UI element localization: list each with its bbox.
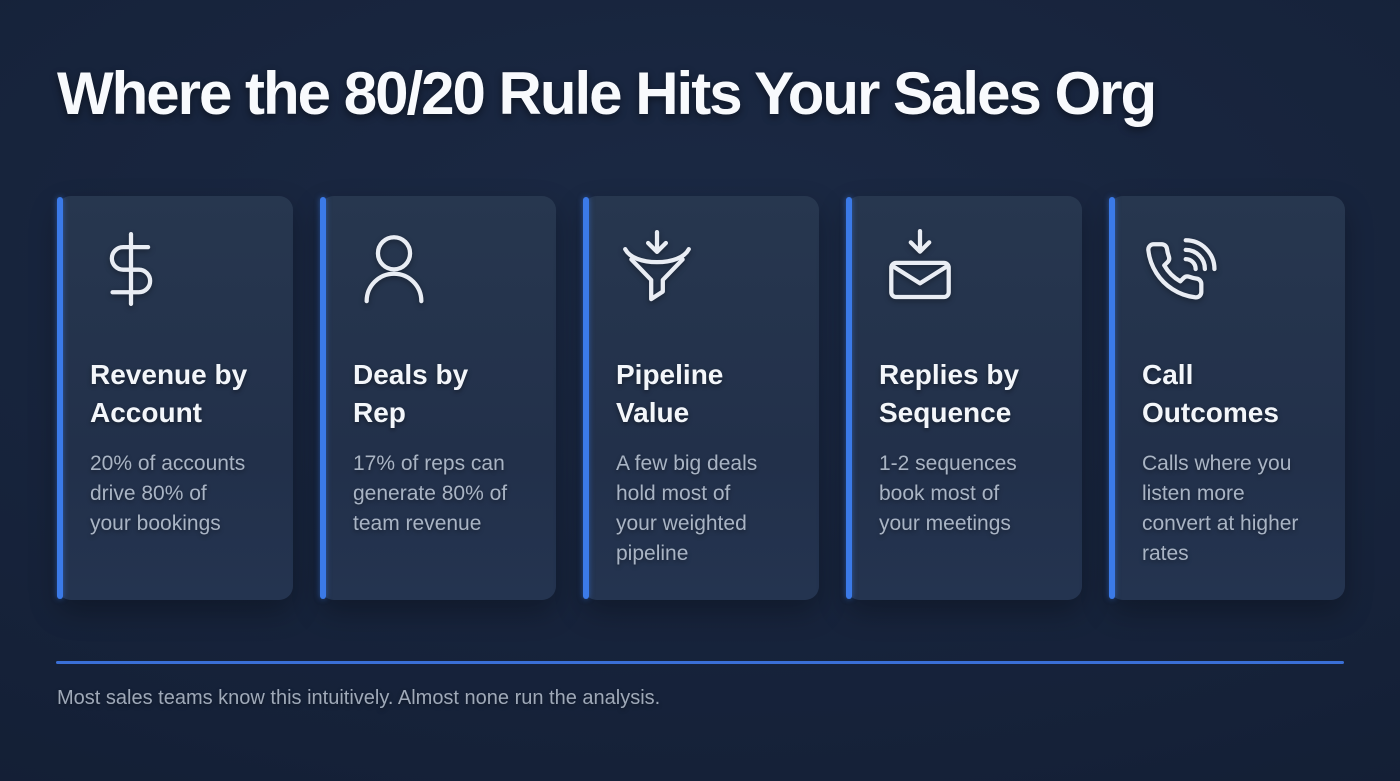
cards-row: Revenue by Account 20% of accounts drive… bbox=[57, 196, 1345, 600]
mail-arrow-icon bbox=[879, 228, 1064, 324]
card-call-outcomes: Call Outcomes Calls where you listen mor… bbox=[1109, 196, 1345, 600]
card-revenue-by-account: Revenue by Account 20% of accounts drive… bbox=[57, 196, 293, 600]
funnel-arrow-icon bbox=[616, 228, 801, 324]
card-description: 20% of accounts drive 80% of your bookin… bbox=[90, 452, 246, 536]
card-title: Pipeline Value bbox=[616, 359, 724, 429]
card-deals-by-rep: Deals by Rep 17% of reps can generate 80… bbox=[320, 196, 556, 600]
card-title: Deals by Rep bbox=[353, 359, 469, 429]
card-description: 17% of reps can generate 80% of team rev… bbox=[353, 452, 508, 536]
card-pipeline-value: Pipeline Value A few big deals hold most… bbox=[583, 196, 819, 600]
card-title: Revenue by Account bbox=[90, 359, 248, 429]
footer-divider bbox=[56, 661, 1344, 664]
footer-note: Most sales teams know this intuitively. … bbox=[57, 687, 661, 709]
user-icon bbox=[353, 228, 538, 324]
card-replies-by-sequence: Replies by Sequence 1-2 sequences book m… bbox=[846, 196, 1082, 600]
card-description: A few big deals hold most of your weight… bbox=[616, 452, 758, 566]
phone-call-icon bbox=[1142, 228, 1327, 324]
card-description: Calls where you listen more convert at h… bbox=[1142, 452, 1299, 566]
dollar-sign-icon bbox=[90, 228, 275, 324]
card-title: Replies by Sequence bbox=[879, 359, 1020, 429]
card-description: 1-2 sequences book most of your meetings bbox=[879, 452, 1017, 536]
card-title: Call Outcomes bbox=[1142, 359, 1279, 429]
page-title: Where the 80/20 Rule Hits Your Sales Org bbox=[57, 60, 1157, 127]
